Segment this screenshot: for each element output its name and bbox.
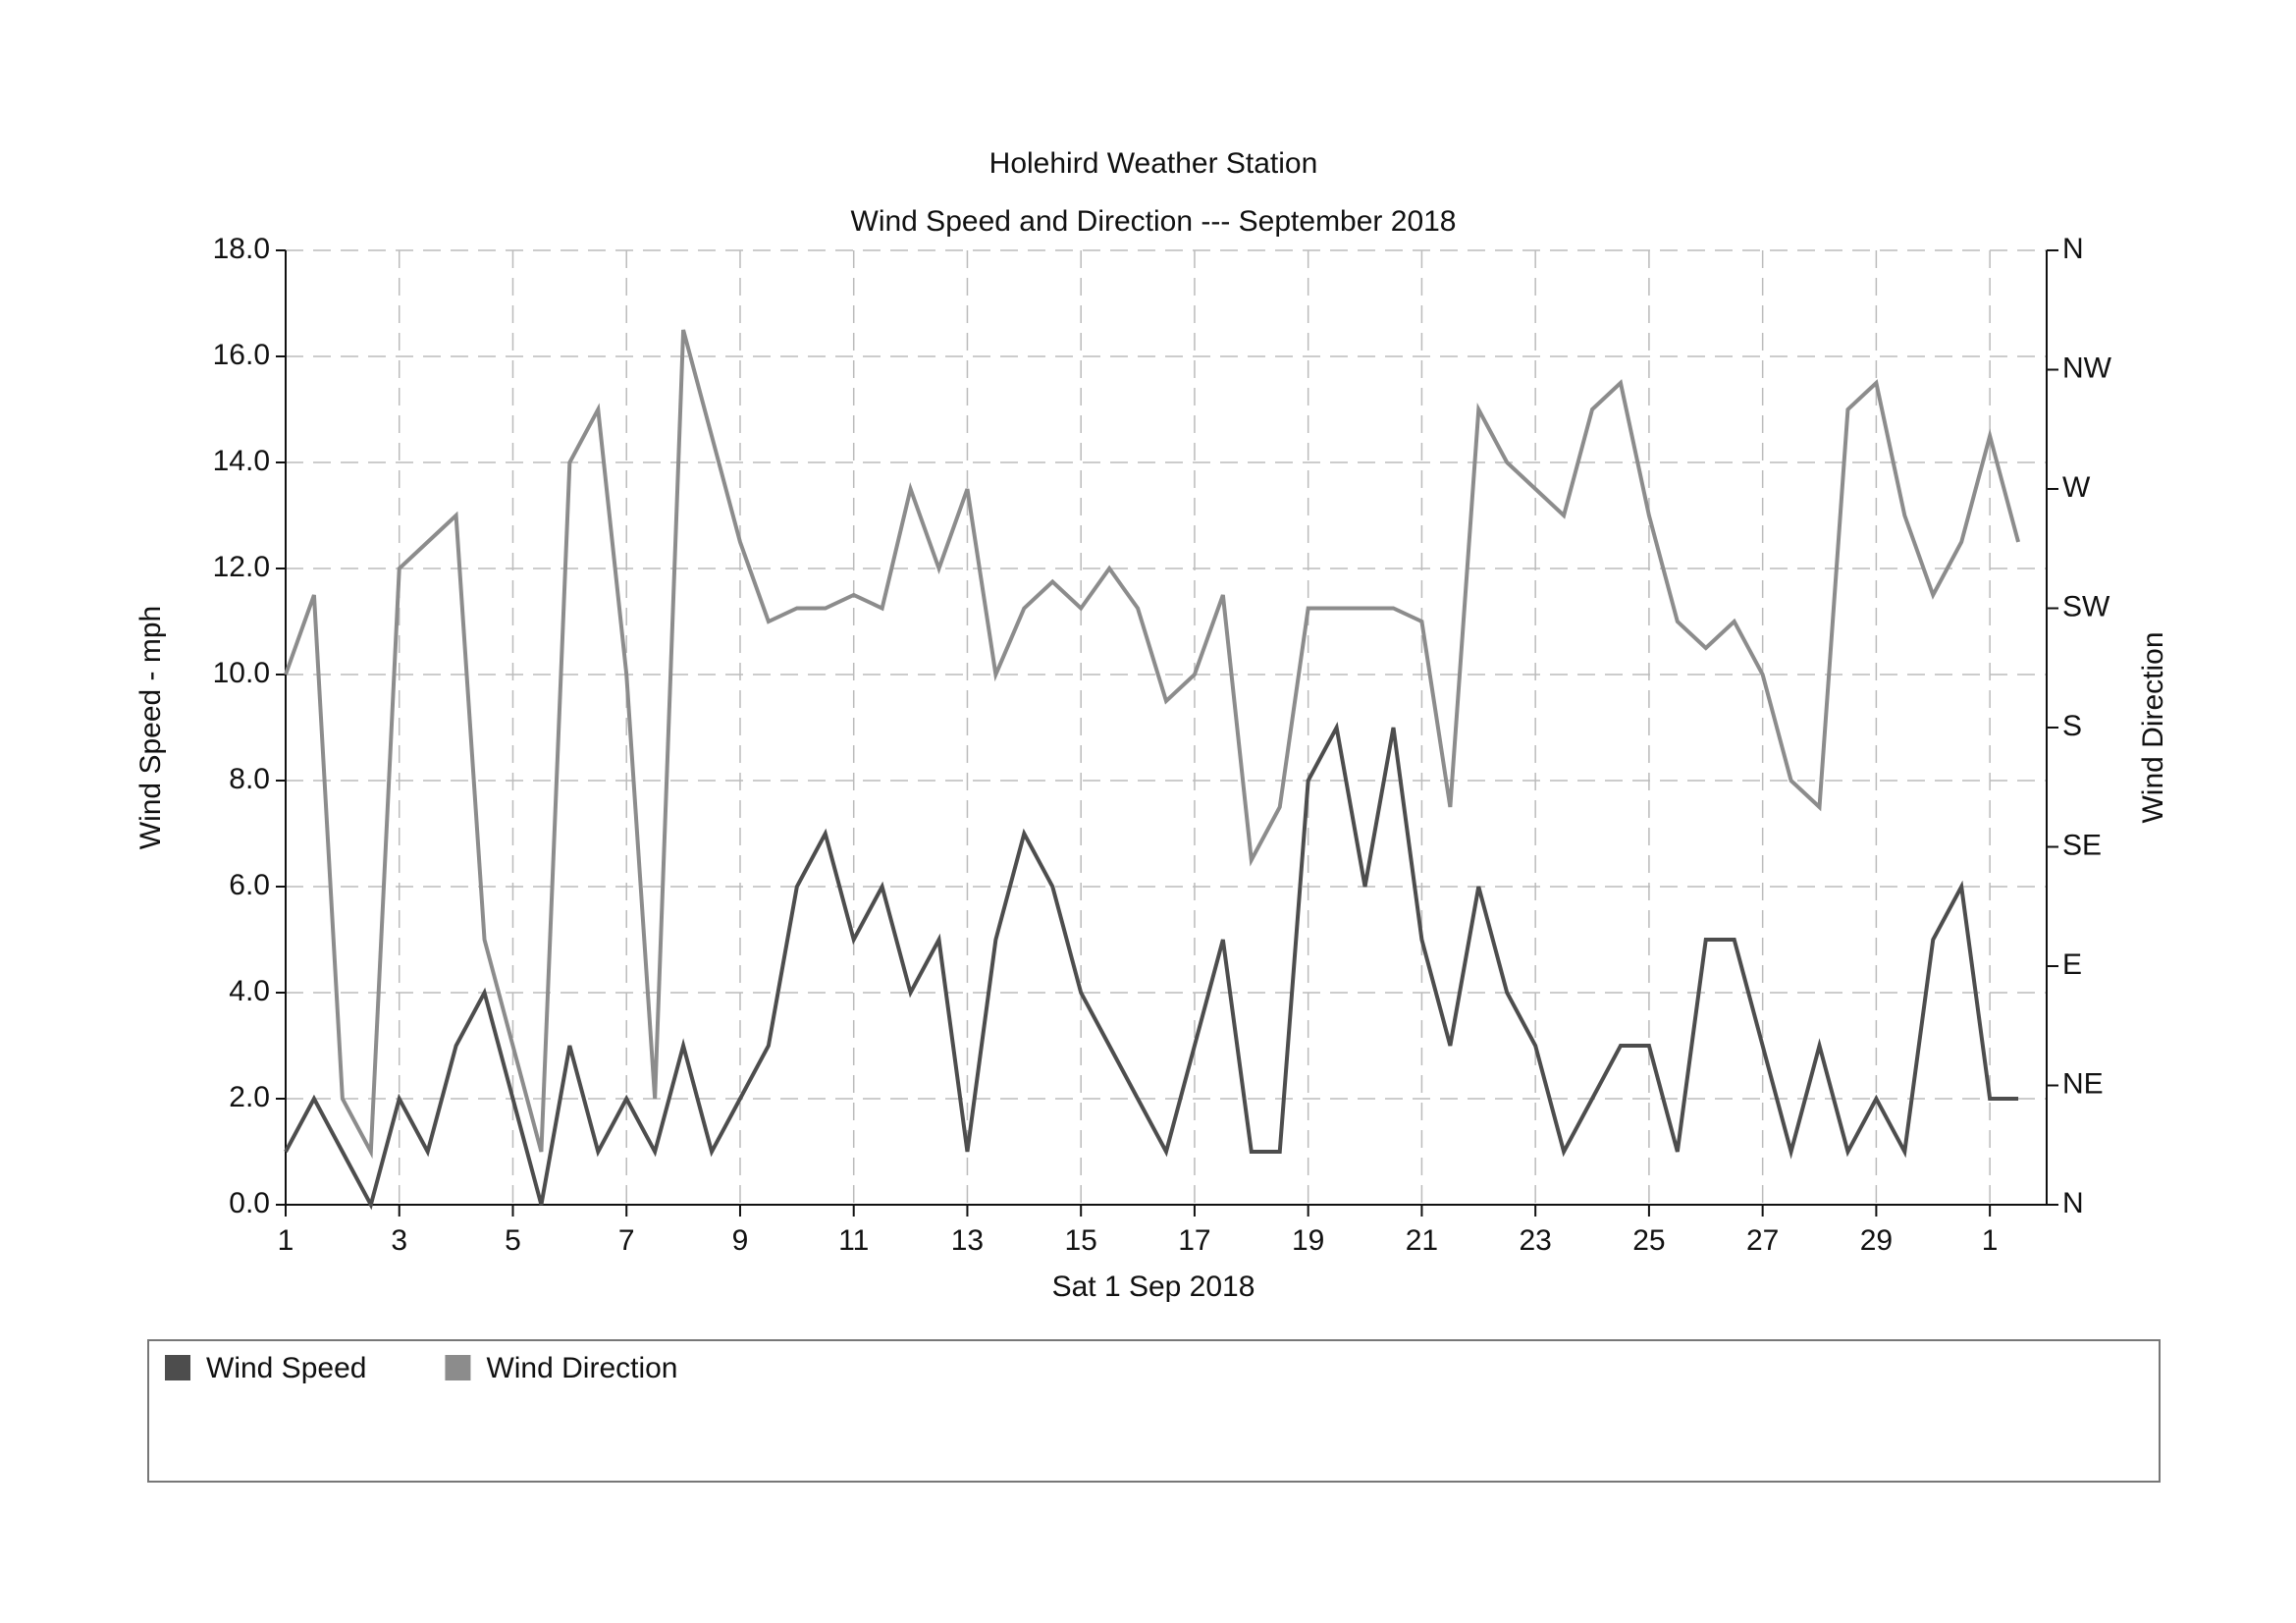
x-tick-label: 1 <box>278 1224 294 1257</box>
y2-tick-label: E <box>2062 948 2082 981</box>
y2-tick-label: W <box>2062 471 2091 504</box>
y-tick-label: 4.0 <box>229 975 270 1007</box>
y2-tick-label: SE <box>2062 829 2102 861</box>
x-tick-label: 19 <box>1292 1224 1324 1257</box>
x-tick-label: 9 <box>732 1224 749 1257</box>
x-tick-label: 27 <box>1746 1224 1779 1257</box>
y2-tick-label: NW <box>2062 352 2112 384</box>
y2-tick-label: N <box>2062 233 2084 265</box>
x-tick-label: 3 <box>391 1224 407 1257</box>
y-tick-label: 2.0 <box>229 1081 270 1113</box>
y2-tick-label: N <box>2062 1187 2084 1219</box>
y-tick-label: 10.0 <box>213 657 270 689</box>
y-tick-label: 8.0 <box>229 763 270 795</box>
legend-swatch <box>445 1355 471 1380</box>
y-tick-label: 14.0 <box>213 445 270 477</box>
x-tick-label: 25 <box>1632 1224 1665 1257</box>
y-tick-label: 16.0 <box>213 339 270 371</box>
x-tick-label: 21 <box>1406 1224 1438 1257</box>
legend-label: Wind Direction <box>486 1352 677 1384</box>
x-tick-label: 15 <box>1065 1224 1097 1257</box>
y2-tick-label: S <box>2062 710 2082 742</box>
chart-title: Holehird Weather Station <box>989 147 1318 180</box>
x-tick-label: 13 <box>951 1224 984 1257</box>
y-axis-label: Wind Speed - mph <box>134 606 167 849</box>
y-tick-label: 12.0 <box>213 551 270 583</box>
legend-swatch <box>165 1355 190 1380</box>
y2-tick-label: NE <box>2062 1067 2104 1100</box>
x-axis-label: Sat 1 Sep 2018 <box>1052 1271 1255 1303</box>
y2-axis-label: Wind Direction <box>2137 631 2169 823</box>
x-tick-label: 5 <box>505 1224 521 1257</box>
y-tick-label: 6.0 <box>229 869 270 901</box>
legend-label: Wind Speed <box>206 1352 366 1384</box>
x-tick-label: 23 <box>1519 1224 1551 1257</box>
y-tick-label: 0.0 <box>229 1187 270 1219</box>
series-line <box>284 329 2020 1160</box>
x-tick-label: 11 <box>838 1224 869 1257</box>
x-tick-label: 29 <box>1860 1224 1893 1257</box>
x-tick-label: 1 <box>1982 1224 1999 1257</box>
legend-box <box>147 1339 2161 1483</box>
x-tick-label: 7 <box>618 1224 635 1257</box>
y2-tick-label: SW <box>2062 590 2110 622</box>
x-tick-label: 17 <box>1178 1224 1210 1257</box>
series-line <box>284 721 2019 1211</box>
chart-subtitle: Wind Speed and Direction --- September 2… <box>851 205 1457 238</box>
y-tick-label: 18.0 <box>213 233 270 265</box>
